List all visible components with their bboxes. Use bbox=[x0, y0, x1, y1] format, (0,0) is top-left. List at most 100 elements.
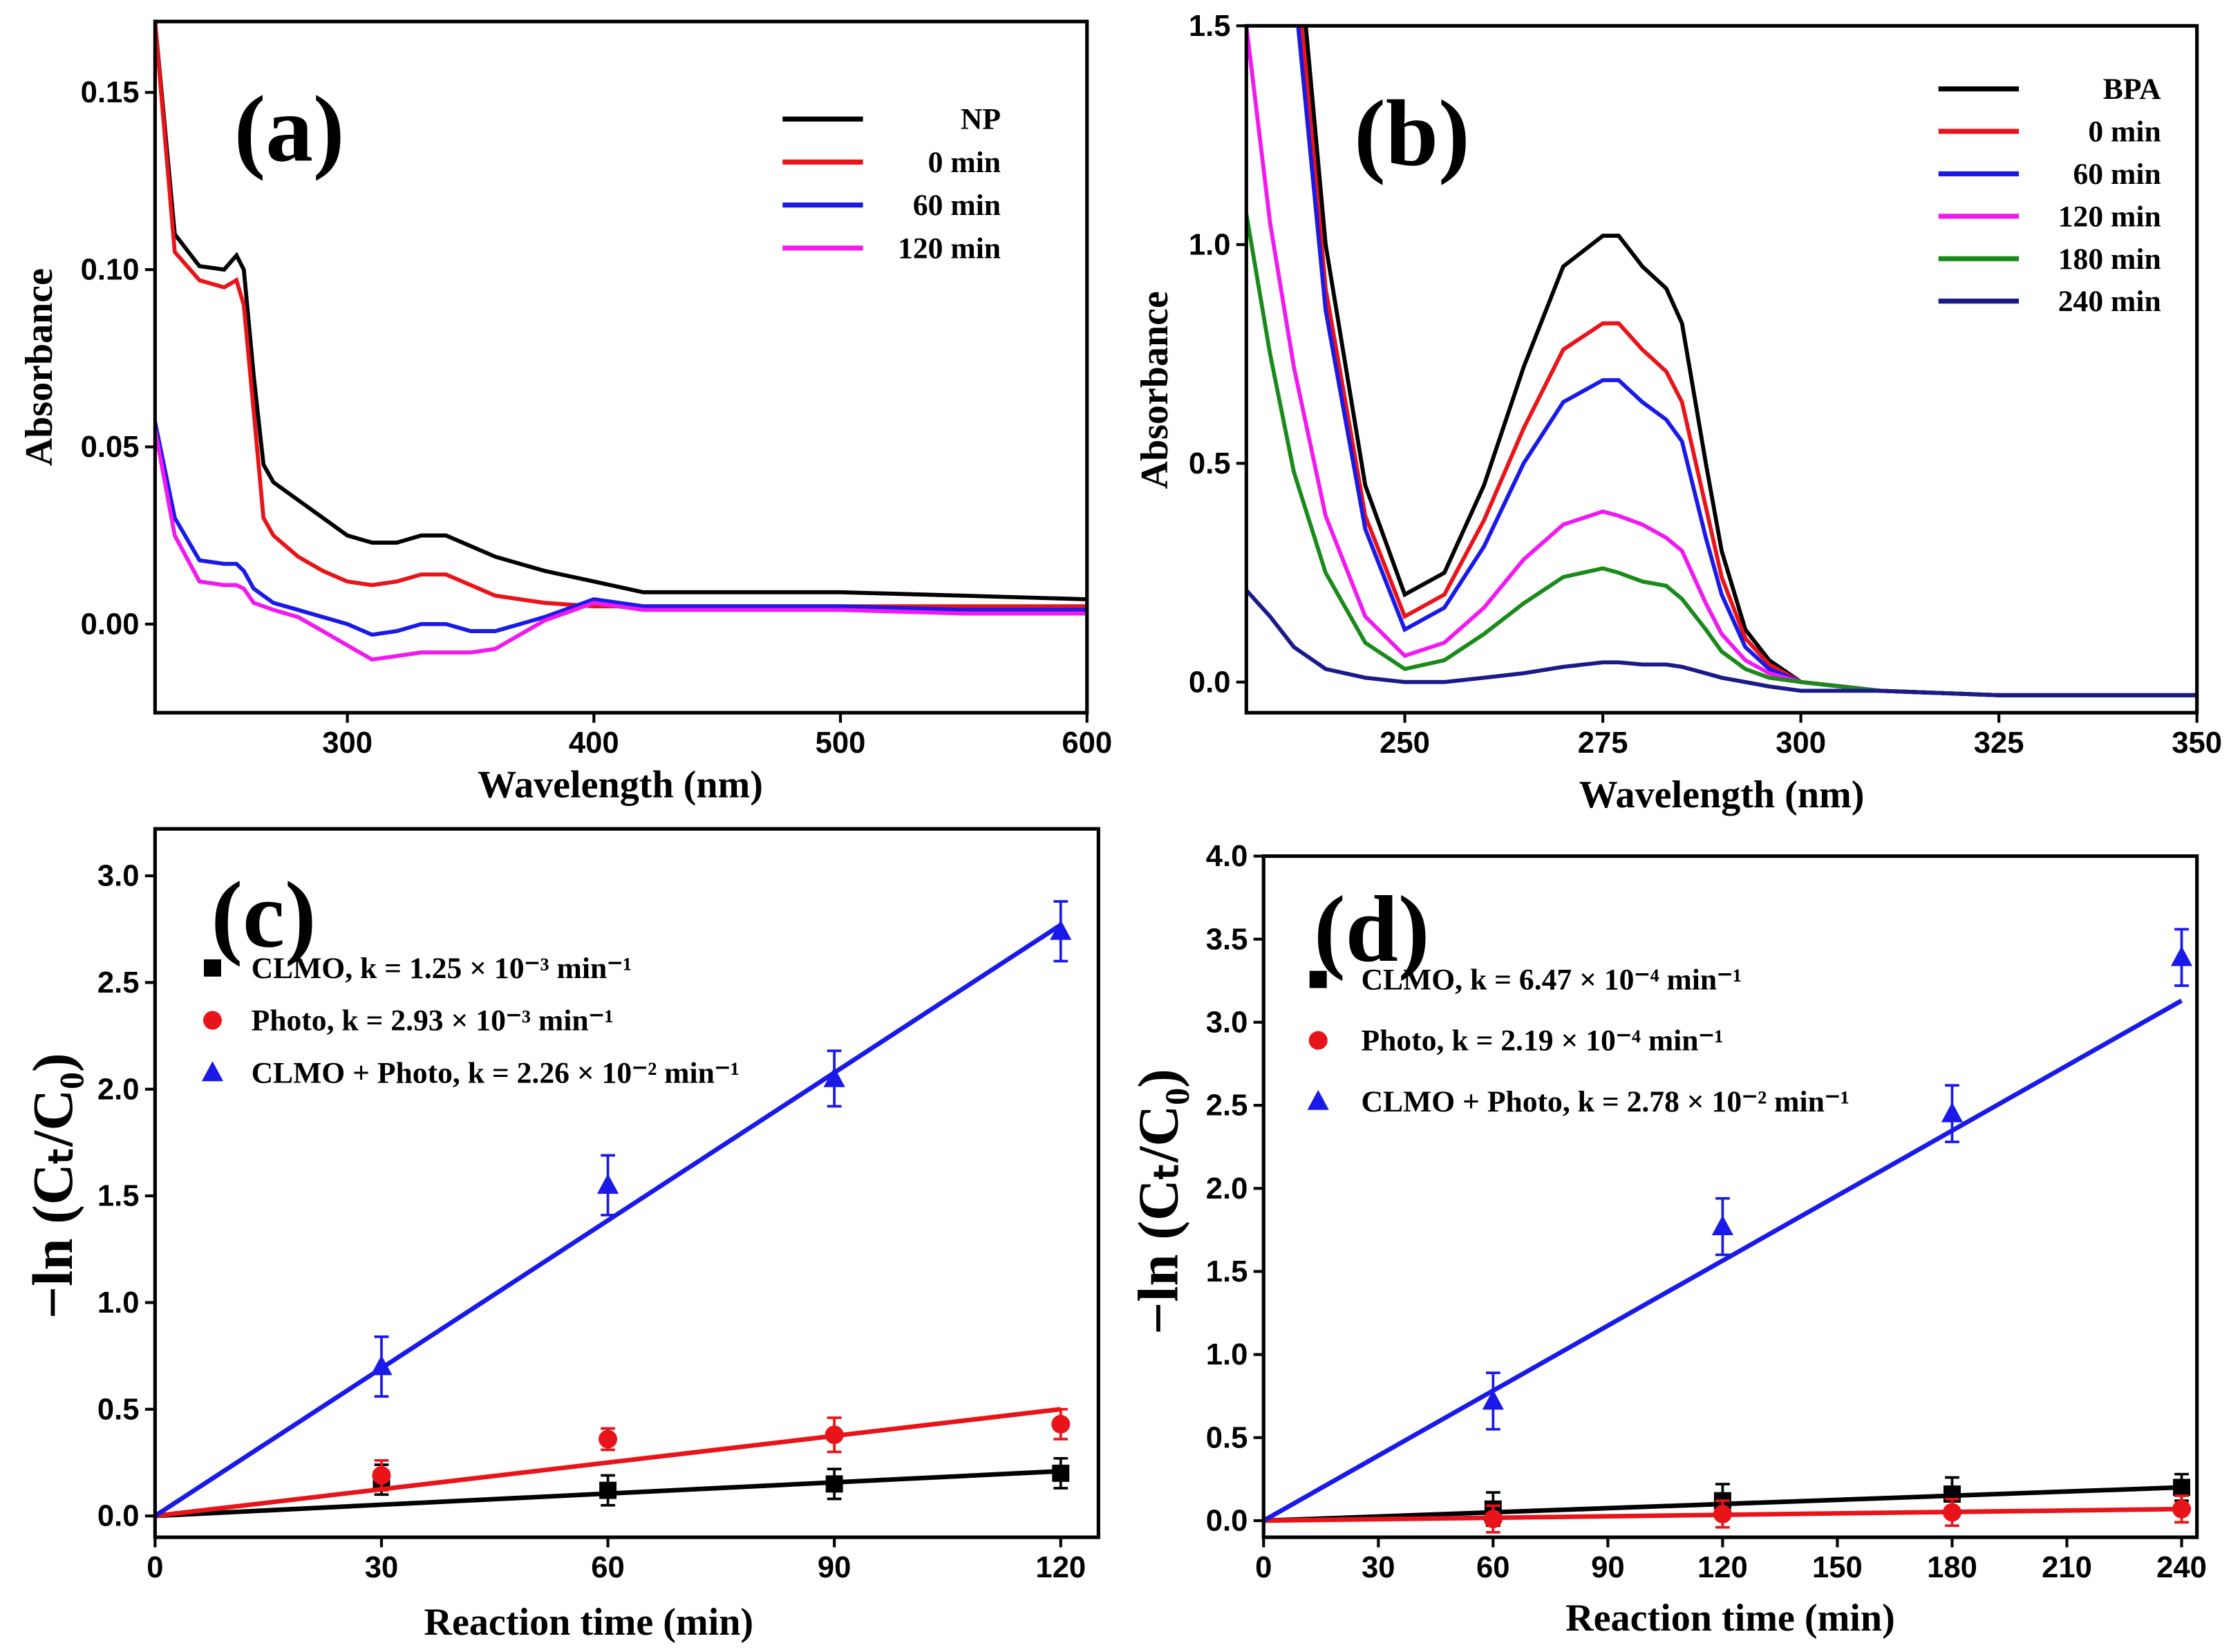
panel-label: (d) bbox=[1314, 876, 1430, 982]
panel-label: (a) bbox=[234, 76, 345, 181]
legend-label: BPA bbox=[2103, 73, 2162, 106]
y-tick-label: 1.5 bbox=[1206, 1255, 1248, 1288]
y-tick-label: 0.0 bbox=[1189, 666, 1231, 699]
legend-label: 60 min bbox=[913, 189, 1001, 222]
x-tick-label: 90 bbox=[818, 1551, 851, 1584]
y-axis-label: −ln (Cₜ/C₀) bbox=[1127, 1069, 1190, 1335]
legend-swatch bbox=[1309, 970, 1327, 988]
plot-frame bbox=[1261, 854, 2199, 1539]
marker bbox=[1942, 1503, 1961, 1522]
marker bbox=[1051, 1414, 1071, 1434]
plot-area bbox=[1246, 26, 2197, 697]
spectrum-line bbox=[1246, 588, 2197, 697]
x-tick-label: 30 bbox=[1362, 1551, 1395, 1584]
y-tick-label: 0.0 bbox=[97, 1500, 140, 1533]
y-tick-label: 1.0 bbox=[1206, 1338, 1248, 1371]
marker bbox=[203, 1011, 222, 1030]
y-tick-label: 2.5 bbox=[97, 966, 140, 999]
marker bbox=[2170, 946, 2193, 966]
fit-line bbox=[155, 1407, 1062, 1519]
marker bbox=[1713, 1504, 1732, 1523]
plot-area bbox=[155, 900, 1072, 1519]
plot-area bbox=[1263, 928, 2193, 1534]
marker bbox=[1308, 1031, 1328, 1050]
legend-label: 120 min bbox=[898, 232, 1001, 265]
legend-swatch bbox=[201, 1061, 224, 1082]
plot-frame bbox=[153, 827, 1100, 1539]
y-tick-label: 0.15 bbox=[81, 76, 140, 109]
legend-label: 0 min bbox=[2088, 115, 2161, 149]
y-tick-label: 3.0 bbox=[97, 860, 140, 893]
marker bbox=[1050, 919, 1072, 940]
plot-frame bbox=[153, 19, 1089, 715]
x-tick-label: 60 bbox=[591, 1551, 625, 1584]
marker bbox=[1482, 1389, 1504, 1410]
y-tick-label: 0.0 bbox=[1206, 1505, 1248, 1538]
marker bbox=[2172, 1499, 2192, 1519]
x-tick-label: 500 bbox=[816, 726, 866, 760]
spectrum-line bbox=[155, 421, 1087, 637]
y-tick-label: 0.10 bbox=[81, 254, 140, 287]
marker bbox=[823, 1067, 845, 1087]
y-tick-label: 1.0 bbox=[1189, 228, 1231, 261]
x-axis-label: Wavelength (nm) bbox=[1579, 773, 1865, 816]
spectrum-line bbox=[1296, 26, 2197, 697]
x-tick-label: 0 bbox=[147, 1551, 163, 1584]
y-tick-label: 3.0 bbox=[1206, 1006, 1248, 1039]
x-tick-label: 400 bbox=[569, 726, 619, 760]
y-tick-label: 3.5 bbox=[1206, 923, 1248, 956]
legend-label: CLMO + Photo, k = 2.26 × 10⁻² min⁻¹ bbox=[252, 1056, 740, 1089]
x-tick-label: 240 bbox=[2156, 1551, 2207, 1584]
x-tick-label: 60 bbox=[1476, 1551, 1510, 1584]
legend-swatch bbox=[204, 959, 221, 977]
panel-label: (c) bbox=[211, 862, 316, 967]
y-tick-label: 2.0 bbox=[97, 1073, 140, 1106]
fit-line bbox=[1263, 998, 2183, 1523]
marker bbox=[1711, 1214, 1733, 1236]
marker bbox=[596, 1174, 619, 1194]
plot-area bbox=[155, 21, 1087, 662]
x-tick-label: 150 bbox=[1812, 1551, 1863, 1584]
x-tick-label: 90 bbox=[1591, 1551, 1625, 1584]
x-tick-label: 0 bbox=[1255, 1551, 1272, 1584]
y-tick-label: 0.05 bbox=[81, 431, 140, 464]
marker bbox=[372, 1466, 391, 1485]
x-tick-label: 300 bbox=[322, 726, 373, 760]
marker bbox=[1052, 1464, 1070, 1482]
x-tick-label: 275 bbox=[1578, 726, 1628, 760]
y-tick-label: 4.0 bbox=[1206, 840, 1248, 873]
legend-label: CLMO, k = 1.25 × 10⁻³ min⁻¹ bbox=[252, 952, 632, 985]
marker bbox=[204, 959, 221, 977]
spectrum-line bbox=[1246, 214, 2197, 697]
y-tick-label: 1.0 bbox=[97, 1286, 140, 1320]
legend-label: 0 min bbox=[928, 146, 1001, 179]
marker bbox=[1307, 1089, 1329, 1110]
x-tick-label: 250 bbox=[1380, 726, 1430, 760]
spectrum-line bbox=[155, 21, 1087, 601]
marker bbox=[1309, 970, 1327, 988]
legend-swatch bbox=[1307, 1089, 1329, 1110]
marker bbox=[201, 1061, 224, 1082]
marker bbox=[825, 1475, 843, 1493]
legend-swatch bbox=[1308, 1031, 1328, 1050]
marker bbox=[1941, 1102, 1964, 1123]
y-axis-label: Absorbance bbox=[1133, 291, 1176, 489]
panel-label: (b) bbox=[1354, 81, 1470, 186]
x-tick-label: 300 bbox=[1776, 726, 1826, 760]
y-tick-label: 0.00 bbox=[81, 608, 140, 641]
legend-label: NP bbox=[961, 103, 1001, 136]
x-tick-label: 120 bbox=[1697, 1551, 1748, 1584]
legend-label: Photo, k = 2.19 × 10⁻⁴ min⁻¹ bbox=[1362, 1024, 1724, 1058]
x-axis-label: Reaction time (min) bbox=[424, 1601, 754, 1644]
spectrum-line bbox=[1299, 26, 2197, 697]
spectrum-line bbox=[1303, 26, 2197, 697]
legend-label: 180 min bbox=[2058, 243, 2161, 276]
y-tick-label: 2.0 bbox=[1206, 1172, 1248, 1205]
marker bbox=[1483, 1510, 1503, 1529]
y-axis-label: Absorbance bbox=[18, 268, 61, 466]
legend-swatch bbox=[203, 1011, 222, 1030]
x-tick-label: 350 bbox=[2172, 726, 2222, 760]
y-tick-label: 0.5 bbox=[1189, 447, 1231, 480]
legend-label: Photo, k = 2.93 × 10⁻³ min⁻¹ bbox=[252, 1004, 614, 1038]
x-axis-label: Wavelength (nm) bbox=[478, 764, 763, 807]
